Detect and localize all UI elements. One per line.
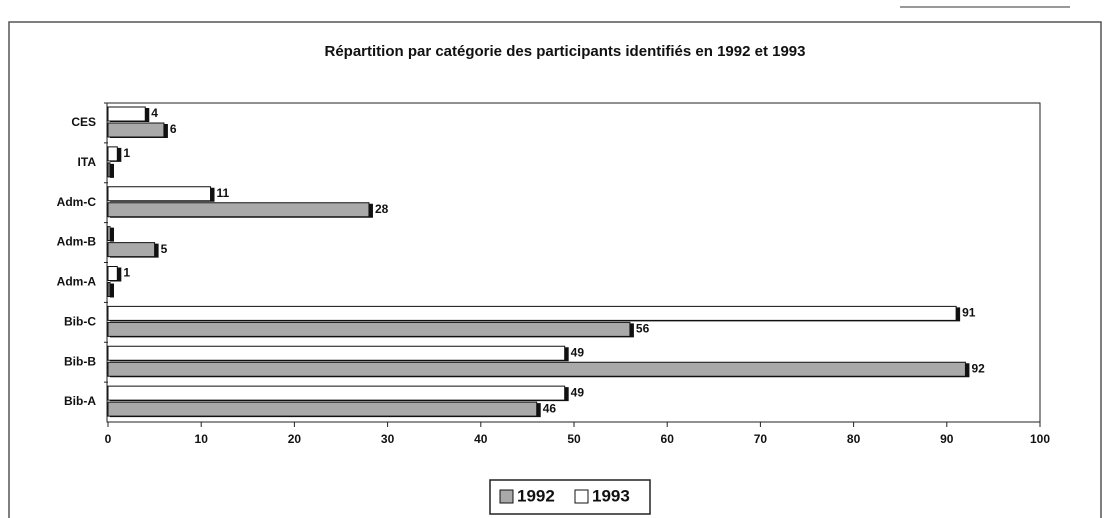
y-tick-label: ITA (78, 155, 97, 169)
data-label: 28 (375, 202, 389, 216)
x-tick-label: 90 (940, 432, 954, 446)
bar (107, 385, 566, 401)
data-label: 56 (636, 322, 650, 336)
x-tick-label: 10 (195, 432, 209, 446)
x-tick-label: 20 (288, 432, 302, 446)
x-tick-label: 70 (754, 432, 768, 446)
y-tick-label: Adm-A (57, 275, 97, 289)
data-label: 5 (161, 242, 168, 256)
y-tick-label: CES (71, 115, 96, 129)
bar-shadow (110, 227, 114, 242)
data-label: 1 (123, 266, 130, 280)
legend-label: 1993 (592, 486, 630, 505)
bar-shadow (110, 283, 114, 298)
data-label: 46 (543, 401, 557, 415)
data-label: 91 (962, 306, 976, 320)
bar (107, 226, 111, 242)
bar (107, 242, 156, 258)
x-tick-label: 30 (381, 432, 395, 446)
bar (107, 162, 111, 178)
x-tick-label: 0 (105, 432, 112, 446)
chart-frame (8, 21, 1102, 518)
chart-title: Répartition par catégorie des participan… (324, 43, 805, 60)
y-tick-label: Adm-C (57, 195, 97, 209)
y-tick-label: Bib-A (64, 394, 96, 408)
legend-label: 1992 (517, 486, 555, 505)
legend-swatch (499, 489, 514, 504)
data-label: 49 (571, 385, 585, 399)
bar (107, 146, 118, 162)
y-tick-label: Bib-B (64, 354, 96, 368)
bar (107, 122, 165, 138)
y-tick-label: Adm-B (57, 235, 97, 249)
legend (489, 479, 651, 515)
bar (107, 401, 538, 417)
bar-shadow (110, 163, 114, 178)
bar (107, 361, 966, 377)
data-label: 49 (571, 345, 585, 359)
bar (107, 266, 118, 281)
data-label: 6 (170, 122, 177, 136)
bar (107, 305, 957, 321)
bar (107, 106, 146, 122)
data-label: 4 (151, 106, 158, 120)
legend-swatch (574, 489, 589, 504)
data-label: 1 (123, 146, 130, 160)
x-tick-label: 100 (1030, 432, 1050, 446)
y-tick-label: Bib-C (64, 314, 96, 328)
x-tick-label: 60 (661, 432, 675, 446)
bar (107, 345, 566, 361)
x-tick-label: 50 (567, 432, 581, 446)
bar (107, 321, 631, 337)
x-tick-label: 40 (474, 432, 488, 446)
data-label: 11 (217, 186, 230, 200)
bar (107, 186, 212, 202)
data-label: 92 (971, 361, 985, 375)
bar (107, 202, 370, 218)
bar (107, 282, 111, 297)
x-tick-label: 80 (847, 432, 861, 446)
